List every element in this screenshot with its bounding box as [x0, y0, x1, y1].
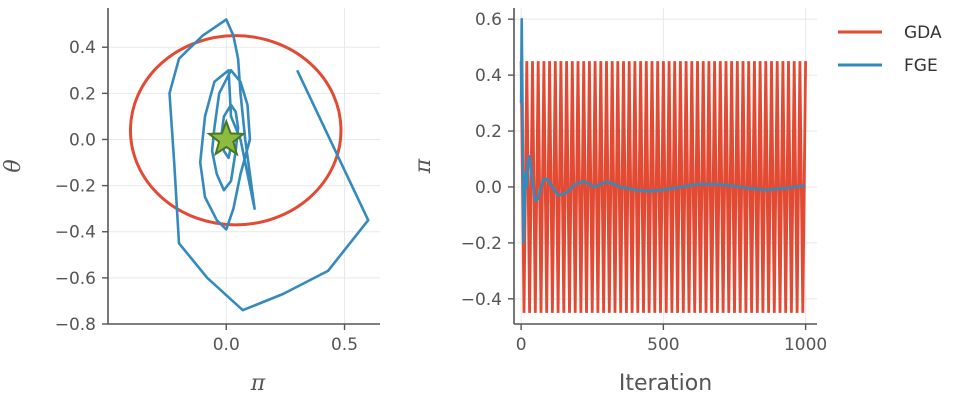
y-tick-label: 0.2	[69, 84, 96, 104]
y-tick-label: −0.4	[55, 223, 96, 243]
legend-label-fge: FGE	[904, 56, 938, 76]
series-gda-oscillation	[519, 61, 807, 313]
y-tick-label: 0.0	[475, 178, 502, 198]
right-panel: 0 500 1000 0.6 0.4 0.2 0.0 −0.2 −0.4 Iteration π	[411, 8, 827, 396]
series-gda-orbit	[128, 34, 343, 227]
series-fge-line	[519, 17, 806, 245]
legend: GDA FGE	[838, 23, 942, 76]
y-tick-label: 0.4	[475, 66, 502, 86]
y-axis-label: π	[411, 158, 436, 174]
equilibrium-star-marker	[206, 118, 247, 157]
x-tick-label: 0	[516, 335, 527, 355]
y-tick-label: 0.6	[475, 10, 502, 30]
y-tick-label: −0.4	[461, 290, 502, 310]
left-panel: 0.0 0.5 0.4 0.2 0.0 −0.2 −0.4 −0.6 −0.8 π θ	[1, 8, 380, 396]
x-axis-label: Iteration	[619, 371, 712, 396]
x-tick-label: 1000	[784, 335, 827, 355]
y-tick-label: −0.8	[55, 315, 96, 335]
y-axis-label: θ	[1, 159, 26, 172]
y-tick-label: −0.6	[55, 269, 96, 289]
x-axis-label: π	[250, 371, 266, 396]
series-fge-line	[168, 18, 370, 312]
y-tick-label: 0.0	[69, 130, 96, 150]
y-tick-label: 0.4	[69, 38, 96, 58]
x-tick-label: 0.5	[331, 335, 358, 355]
y-tick-label: −0.2	[55, 177, 96, 197]
x-tick-label: 500	[647, 335, 679, 355]
x-tick-label: 0.0	[213, 335, 240, 355]
y-tick-label: 0.2	[475, 122, 502, 142]
y-tick-label: −0.2	[461, 234, 502, 254]
legend-label-gda: GDA	[904, 23, 942, 43]
